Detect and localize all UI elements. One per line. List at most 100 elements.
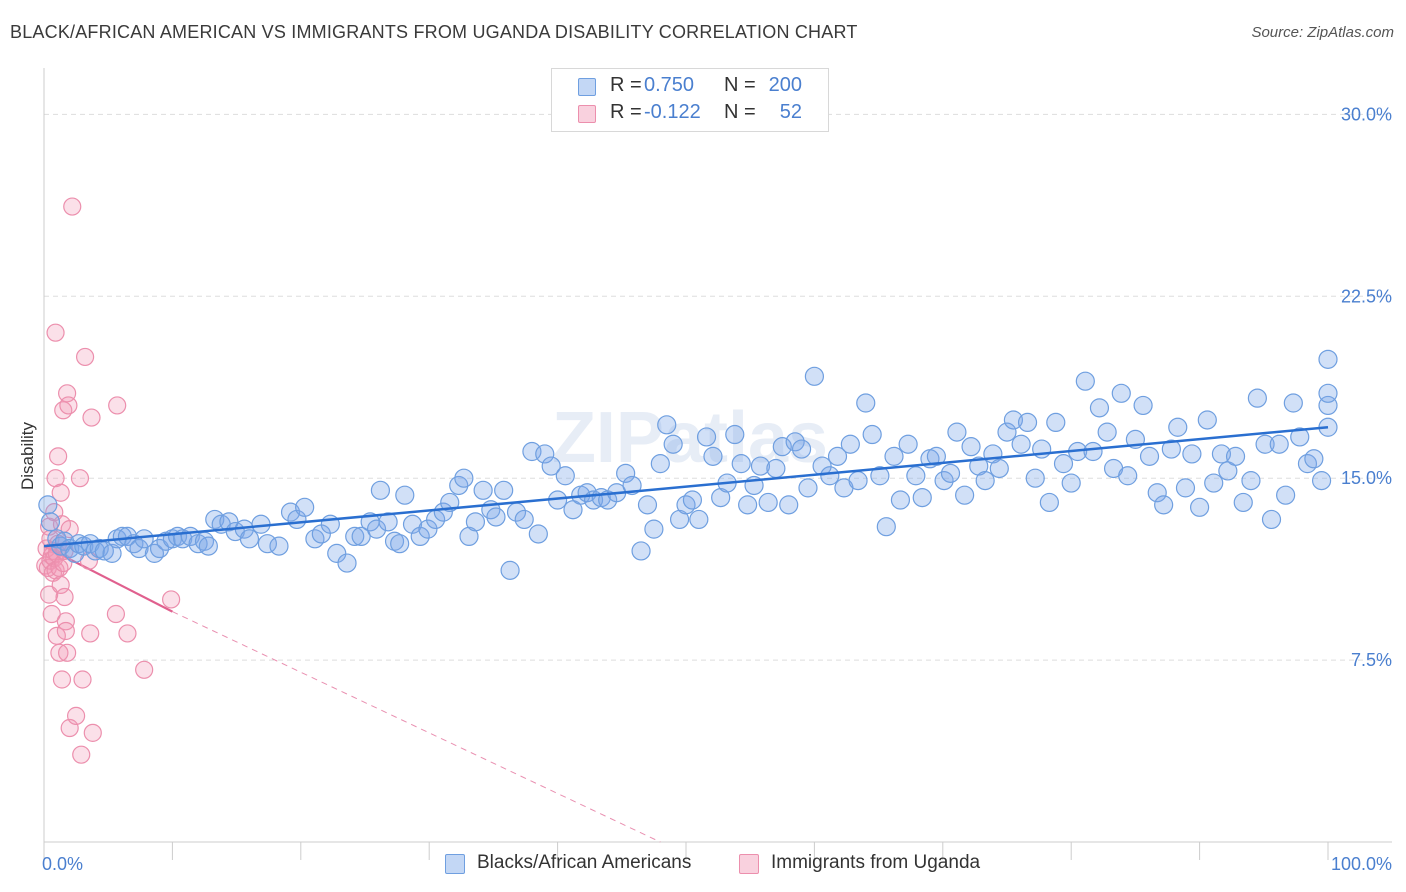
black-point xyxy=(1168,417,1188,437)
black-point xyxy=(1304,449,1324,469)
black-point xyxy=(689,509,709,530)
black-point xyxy=(384,531,405,551)
black-point xyxy=(514,509,534,530)
black-point xyxy=(370,480,391,500)
black-point xyxy=(906,466,926,486)
black-point xyxy=(650,454,670,474)
legend-n-value: 200 xyxy=(768,74,802,96)
black-point xyxy=(1039,492,1059,513)
black-point xyxy=(758,492,778,513)
black-point xyxy=(198,536,218,556)
legend-swatch-uganda xyxy=(578,105,596,123)
black-point xyxy=(696,427,717,447)
uganda-point xyxy=(59,396,78,415)
black-point xyxy=(884,446,904,466)
black-point xyxy=(955,485,975,505)
black-point xyxy=(848,471,868,491)
black-point xyxy=(1290,427,1310,447)
black-point xyxy=(912,487,932,508)
black-point xyxy=(934,471,954,491)
black-point xyxy=(1046,412,1066,433)
black-point xyxy=(1182,444,1202,464)
black-point xyxy=(410,526,430,547)
black-point xyxy=(1133,395,1153,416)
black-point xyxy=(555,466,575,486)
uganda-point xyxy=(50,643,69,662)
black-point xyxy=(1211,444,1232,464)
black-point xyxy=(40,512,61,532)
black-point xyxy=(1318,349,1338,369)
black-point xyxy=(500,560,520,580)
black-point xyxy=(390,534,410,554)
black-point xyxy=(219,512,239,532)
uganda-point xyxy=(49,447,68,466)
black-point xyxy=(38,495,58,515)
black-point xyxy=(1276,485,1296,505)
black-point xyxy=(402,514,423,534)
black-point xyxy=(766,458,786,479)
black-points xyxy=(38,349,1338,580)
black-point xyxy=(975,471,995,491)
black-point xyxy=(997,422,1017,442)
y-tick-label: 7.5% xyxy=(1351,650,1392,670)
black-point xyxy=(1147,483,1167,503)
black-point xyxy=(1197,410,1217,430)
black-point xyxy=(804,366,825,386)
black-point xyxy=(644,519,664,539)
black-point xyxy=(269,536,289,556)
uganda-point xyxy=(83,723,102,742)
black-point xyxy=(1097,422,1117,442)
black-point xyxy=(1053,454,1074,474)
black-point xyxy=(94,541,114,561)
black-point xyxy=(1318,383,1338,403)
x-tick-labels: 0.0% 100.0% xyxy=(42,854,1392,874)
black-point xyxy=(798,478,818,498)
uganda-point xyxy=(135,660,154,679)
black-point xyxy=(1189,497,1210,517)
black-point xyxy=(1017,412,1038,433)
black-point xyxy=(1061,473,1081,493)
black-point xyxy=(840,434,860,454)
black-point xyxy=(102,543,122,563)
y-tick-label: 22.5% xyxy=(1341,286,1392,306)
black-point xyxy=(535,444,555,464)
bottom-legend-label-black: Blacks/African Americans xyxy=(477,852,692,873)
black-point xyxy=(345,526,365,547)
uganda-point xyxy=(118,624,137,643)
black-point xyxy=(703,446,723,466)
black-point xyxy=(454,468,474,488)
uganda-point xyxy=(75,347,95,367)
y-tick-labels: 7.5% 15.0% 22.5% 30.0% xyxy=(1341,104,1392,670)
uganda-point xyxy=(51,483,70,502)
uganda-trend-line xyxy=(43,545,661,843)
black-point xyxy=(682,490,703,510)
correlation-legend: R = 0.750 N = 200 R = -0.122 N = 52 xyxy=(551,68,829,132)
uganda-points xyxy=(36,197,181,764)
black-point xyxy=(1311,471,1332,491)
black-point xyxy=(1083,441,1103,462)
gridlines xyxy=(44,113,1388,661)
black-point xyxy=(239,529,260,549)
black-point xyxy=(473,480,493,500)
x-tick-label: 100.0% xyxy=(1331,854,1392,874)
uganda-point xyxy=(70,469,90,488)
black-point xyxy=(989,458,1009,479)
black-point xyxy=(772,437,792,457)
black-point xyxy=(890,490,911,510)
black-point xyxy=(112,526,132,547)
uganda-point xyxy=(63,197,82,216)
chart-title: BLACK/AFRICAN AMERICAN VS IMMIGRANTS FRO… xyxy=(10,22,858,42)
black-point xyxy=(1154,495,1174,515)
uganda-point xyxy=(52,670,72,689)
uganda-point xyxy=(106,604,126,624)
source-label: Source: ZipAtlas.com xyxy=(1251,24,1394,41)
black-point xyxy=(940,463,961,483)
black-point xyxy=(528,524,548,544)
black-point xyxy=(1175,478,1196,498)
uganda-point xyxy=(73,670,92,689)
black-point xyxy=(378,512,398,532)
uganda-point xyxy=(108,396,127,415)
y-axis-label: Disability xyxy=(18,421,37,490)
black-point xyxy=(725,424,745,445)
